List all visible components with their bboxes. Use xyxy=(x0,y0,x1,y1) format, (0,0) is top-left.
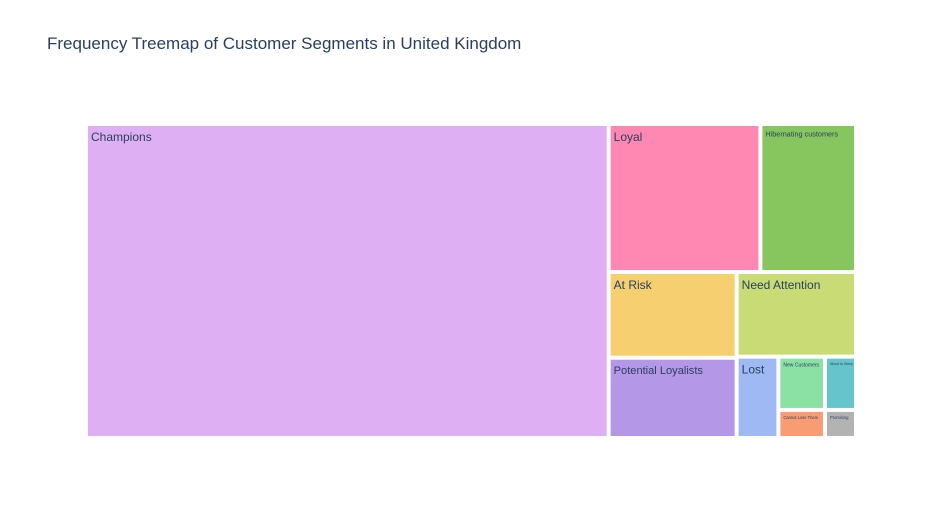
tile-label-loyal: Loyal xyxy=(614,130,643,144)
tile-rect-need-attention[interactable] xyxy=(738,274,854,355)
tile-loyal[interactable]: Loyal xyxy=(610,126,759,271)
tile-rect-champions[interactable] xyxy=(88,126,607,436)
tile-rect-cannot-lose-them[interactable] xyxy=(780,411,823,436)
tile-rect-potential-loyalists[interactable] xyxy=(610,359,735,436)
tile-new-customers[interactable]: New Customers xyxy=(780,358,823,408)
tile-cannot-lose-them[interactable]: Cannot Lose Them xyxy=(780,411,823,436)
tile-champions[interactable]: Champions xyxy=(88,126,607,436)
tile-label-about-to-sleep: About to Sleep xyxy=(830,362,853,366)
tile-label-cannot-lose-them: Cannot Lose Them xyxy=(783,415,818,420)
tile-label-at-risk: At Risk xyxy=(614,278,653,292)
tile-label-new-customers: New Customers xyxy=(783,363,819,369)
tile-hibernating-customers[interactable]: Hibernating customers xyxy=(762,126,854,271)
tile-label-promising: Promising xyxy=(830,415,849,420)
tile-rect-at-risk[interactable] xyxy=(610,274,735,356)
tile-at-risk[interactable]: At Risk xyxy=(610,274,735,356)
chart-title: Frequency Treemap of Customer Segments i… xyxy=(47,34,522,53)
tile-need-attention[interactable]: Need Attention xyxy=(738,274,854,355)
tile-rect-promising[interactable] xyxy=(826,411,854,436)
tile-rect-hibernating-customers[interactable] xyxy=(762,126,854,271)
tile-label-need-attention: Need Attention xyxy=(742,278,821,292)
tile-rect-new-customers[interactable] xyxy=(780,358,823,408)
tile-rect-lost[interactable] xyxy=(738,358,777,436)
tile-label-hibernating-customers: Hibernating customers xyxy=(765,129,838,138)
tile-about-to-sleep[interactable]: About to Sleep xyxy=(826,358,854,408)
tile-label-champions: Champions xyxy=(91,130,152,144)
tile-promising[interactable]: Promising xyxy=(826,411,854,436)
tile-label-lost: Lost xyxy=(742,363,765,377)
tile-rect-loyal[interactable] xyxy=(610,126,759,271)
tile-potential-loyalists[interactable]: Potential Loyalists xyxy=(610,359,735,436)
tile-rect-about-to-sleep[interactable] xyxy=(826,358,854,408)
tile-lost[interactable]: Lost xyxy=(738,358,777,436)
tile-label-potential-loyalists: Potential Loyalists xyxy=(614,365,704,377)
